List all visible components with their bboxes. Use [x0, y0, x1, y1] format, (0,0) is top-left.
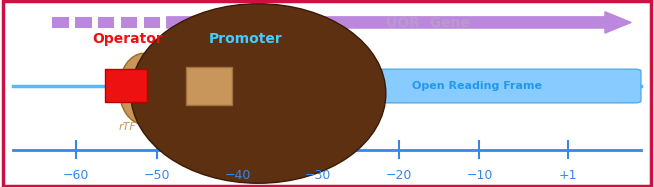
- Text: −30: −30: [305, 169, 332, 182]
- Text: +1: +1: [559, 169, 577, 182]
- Bar: [144, 17, 160, 28]
- Text: UOR  Gene: UOR Gene: [387, 16, 470, 30]
- Ellipse shape: [119, 53, 169, 124]
- Text: −40: −40: [224, 169, 250, 182]
- Text: Operator: Operator: [92, 32, 163, 46]
- Text: rTF: rTF: [118, 122, 137, 132]
- FancyBboxPatch shape: [356, 69, 641, 103]
- FancyArrow shape: [167, 12, 631, 33]
- Bar: [98, 17, 114, 28]
- Text: −10: −10: [466, 169, 492, 182]
- Bar: [52, 17, 69, 28]
- Text: −60: −60: [63, 169, 90, 182]
- Bar: [105, 69, 147, 102]
- Bar: [121, 17, 137, 28]
- Ellipse shape: [131, 4, 386, 183]
- Text: Promoter: Promoter: [209, 32, 282, 46]
- Text: −20: −20: [386, 169, 412, 182]
- Text: −50: −50: [144, 169, 170, 182]
- Text: Open Reading Frame: Open Reading Frame: [413, 81, 542, 91]
- Bar: [75, 17, 92, 28]
- Bar: [186, 67, 232, 105]
